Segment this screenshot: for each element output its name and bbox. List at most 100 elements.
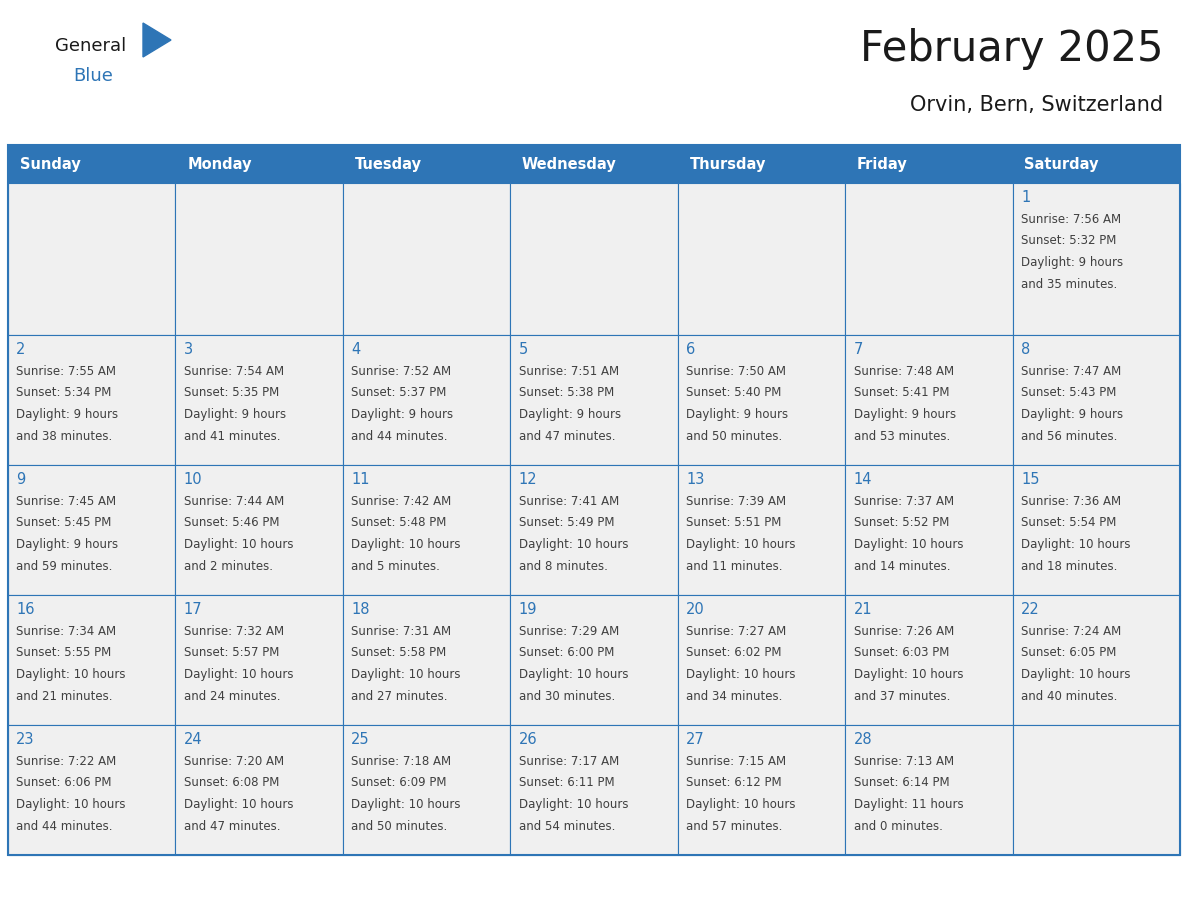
Text: 24: 24 — [184, 732, 202, 747]
Text: 11: 11 — [352, 472, 369, 487]
Bar — [1012, 183, 1180, 335]
Text: and 50 minutes.: and 50 minutes. — [352, 820, 448, 833]
Text: Sunrise: 7:50 AM: Sunrise: 7:50 AM — [687, 365, 786, 378]
Text: Friday: Friday — [857, 156, 908, 172]
Text: Daylight: 10 hours: Daylight: 10 hours — [17, 668, 126, 681]
Text: 25: 25 — [352, 732, 369, 747]
Bar — [677, 595, 845, 725]
Text: 14: 14 — [853, 472, 872, 487]
Text: Sunset: 6:00 PM: Sunset: 6:00 PM — [519, 646, 614, 659]
Bar — [8, 145, 1180, 855]
Bar — [8, 595, 176, 725]
Text: Sunset: 6:12 PM: Sunset: 6:12 PM — [687, 777, 782, 789]
Text: Sunrise: 7:52 AM: Sunrise: 7:52 AM — [352, 365, 451, 378]
Text: Monday: Monday — [188, 156, 252, 172]
Text: Daylight: 10 hours: Daylight: 10 hours — [519, 538, 628, 551]
Text: and 2 minutes.: and 2 minutes. — [184, 559, 273, 573]
Text: 7: 7 — [853, 342, 862, 357]
Bar — [845, 725, 1012, 855]
Bar — [677, 465, 845, 595]
Text: Sunset: 5:34 PM: Sunset: 5:34 PM — [17, 386, 112, 399]
Text: Daylight: 10 hours: Daylight: 10 hours — [1020, 668, 1131, 681]
Bar — [343, 335, 511, 465]
Bar — [511, 465, 677, 595]
Text: Daylight: 9 hours: Daylight: 9 hours — [17, 408, 119, 421]
Text: Sunset: 5:46 PM: Sunset: 5:46 PM — [184, 517, 279, 530]
Text: Sunset: 5:48 PM: Sunset: 5:48 PM — [352, 517, 447, 530]
Text: Sunrise: 7:48 AM: Sunrise: 7:48 AM — [853, 365, 954, 378]
Text: Sunset: 6:06 PM: Sunset: 6:06 PM — [17, 777, 112, 789]
Text: Sunset: 5:40 PM: Sunset: 5:40 PM — [687, 386, 782, 399]
Bar — [845, 595, 1012, 725]
Text: and 5 minutes.: and 5 minutes. — [352, 559, 440, 573]
Text: Sunday: Sunday — [20, 156, 81, 172]
Text: Sunrise: 7:18 AM: Sunrise: 7:18 AM — [352, 755, 451, 768]
Bar — [511, 145, 677, 183]
Text: and 53 minutes.: and 53 minutes. — [853, 430, 949, 442]
Text: Daylight: 9 hours: Daylight: 9 hours — [352, 408, 454, 421]
Text: and 21 minutes.: and 21 minutes. — [17, 689, 113, 702]
Text: Thursday: Thursday — [689, 156, 766, 172]
Text: Sunset: 6:11 PM: Sunset: 6:11 PM — [519, 777, 614, 789]
Text: Daylight: 11 hours: Daylight: 11 hours — [853, 798, 963, 811]
Text: Daylight: 9 hours: Daylight: 9 hours — [184, 408, 286, 421]
Text: Daylight: 10 hours: Daylight: 10 hours — [853, 538, 963, 551]
Text: Daylight: 10 hours: Daylight: 10 hours — [184, 798, 293, 811]
Text: and 56 minutes.: and 56 minutes. — [1020, 430, 1118, 442]
Text: Daylight: 10 hours: Daylight: 10 hours — [17, 798, 126, 811]
Text: Sunset: 5:49 PM: Sunset: 5:49 PM — [519, 517, 614, 530]
Text: Orvin, Bern, Switzerland: Orvin, Bern, Switzerland — [910, 95, 1163, 115]
Text: and 40 minutes.: and 40 minutes. — [1020, 689, 1118, 702]
Bar — [677, 145, 845, 183]
Bar — [176, 725, 343, 855]
Text: 5: 5 — [519, 342, 527, 357]
Bar — [1012, 335, 1180, 465]
Text: Sunrise: 7:56 AM: Sunrise: 7:56 AM — [1020, 213, 1121, 226]
Text: Daylight: 9 hours: Daylight: 9 hours — [1020, 256, 1123, 269]
Text: Sunset: 5:54 PM: Sunset: 5:54 PM — [1020, 517, 1117, 530]
Text: Daylight: 9 hours: Daylight: 9 hours — [687, 408, 788, 421]
Text: Sunset: 5:38 PM: Sunset: 5:38 PM — [519, 386, 614, 399]
Text: Sunset: 5:57 PM: Sunset: 5:57 PM — [184, 646, 279, 659]
Text: Daylight: 10 hours: Daylight: 10 hours — [519, 668, 628, 681]
Text: 23: 23 — [17, 732, 34, 747]
Bar — [8, 335, 176, 465]
Text: Sunrise: 7:42 AM: Sunrise: 7:42 AM — [352, 495, 451, 508]
Text: 26: 26 — [519, 732, 537, 747]
Bar — [343, 183, 511, 335]
Text: 20: 20 — [687, 602, 704, 617]
Text: and 34 minutes.: and 34 minutes. — [687, 689, 783, 702]
Text: Sunset: 5:51 PM: Sunset: 5:51 PM — [687, 517, 782, 530]
Bar — [511, 595, 677, 725]
Text: Tuesday: Tuesday — [354, 156, 422, 172]
Text: Daylight: 10 hours: Daylight: 10 hours — [352, 798, 461, 811]
Text: and 27 minutes.: and 27 minutes. — [352, 689, 448, 702]
Text: Sunrise: 7:24 AM: Sunrise: 7:24 AM — [1020, 625, 1121, 638]
Text: 18: 18 — [352, 602, 369, 617]
Text: Sunrise: 7:22 AM: Sunrise: 7:22 AM — [17, 755, 116, 768]
Text: and 44 minutes.: and 44 minutes. — [352, 430, 448, 442]
Text: Sunrise: 7:26 AM: Sunrise: 7:26 AM — [853, 625, 954, 638]
Bar — [1012, 595, 1180, 725]
Text: Sunset: 6:05 PM: Sunset: 6:05 PM — [1020, 646, 1117, 659]
Text: Wednesday: Wednesday — [522, 156, 617, 172]
Text: Sunset: 6:08 PM: Sunset: 6:08 PM — [184, 777, 279, 789]
Text: 17: 17 — [184, 602, 202, 617]
Text: 9: 9 — [17, 472, 26, 487]
Text: Sunrise: 7:17 AM: Sunrise: 7:17 AM — [519, 755, 619, 768]
Text: Sunrise: 7:41 AM: Sunrise: 7:41 AM — [519, 495, 619, 508]
Text: and 38 minutes.: and 38 minutes. — [17, 430, 113, 442]
Text: Sunrise: 7:27 AM: Sunrise: 7:27 AM — [687, 625, 786, 638]
Text: February 2025: February 2025 — [859, 28, 1163, 70]
Bar — [845, 465, 1012, 595]
Text: Daylight: 10 hours: Daylight: 10 hours — [687, 798, 796, 811]
Bar — [677, 725, 845, 855]
Text: Sunset: 5:45 PM: Sunset: 5:45 PM — [17, 517, 112, 530]
Bar — [845, 145, 1012, 183]
Bar — [176, 183, 343, 335]
Text: Sunrise: 7:13 AM: Sunrise: 7:13 AM — [853, 755, 954, 768]
Bar — [677, 335, 845, 465]
Text: Daylight: 10 hours: Daylight: 10 hours — [1020, 538, 1131, 551]
Text: Sunrise: 7:55 AM: Sunrise: 7:55 AM — [17, 365, 116, 378]
Text: 16: 16 — [17, 602, 34, 617]
